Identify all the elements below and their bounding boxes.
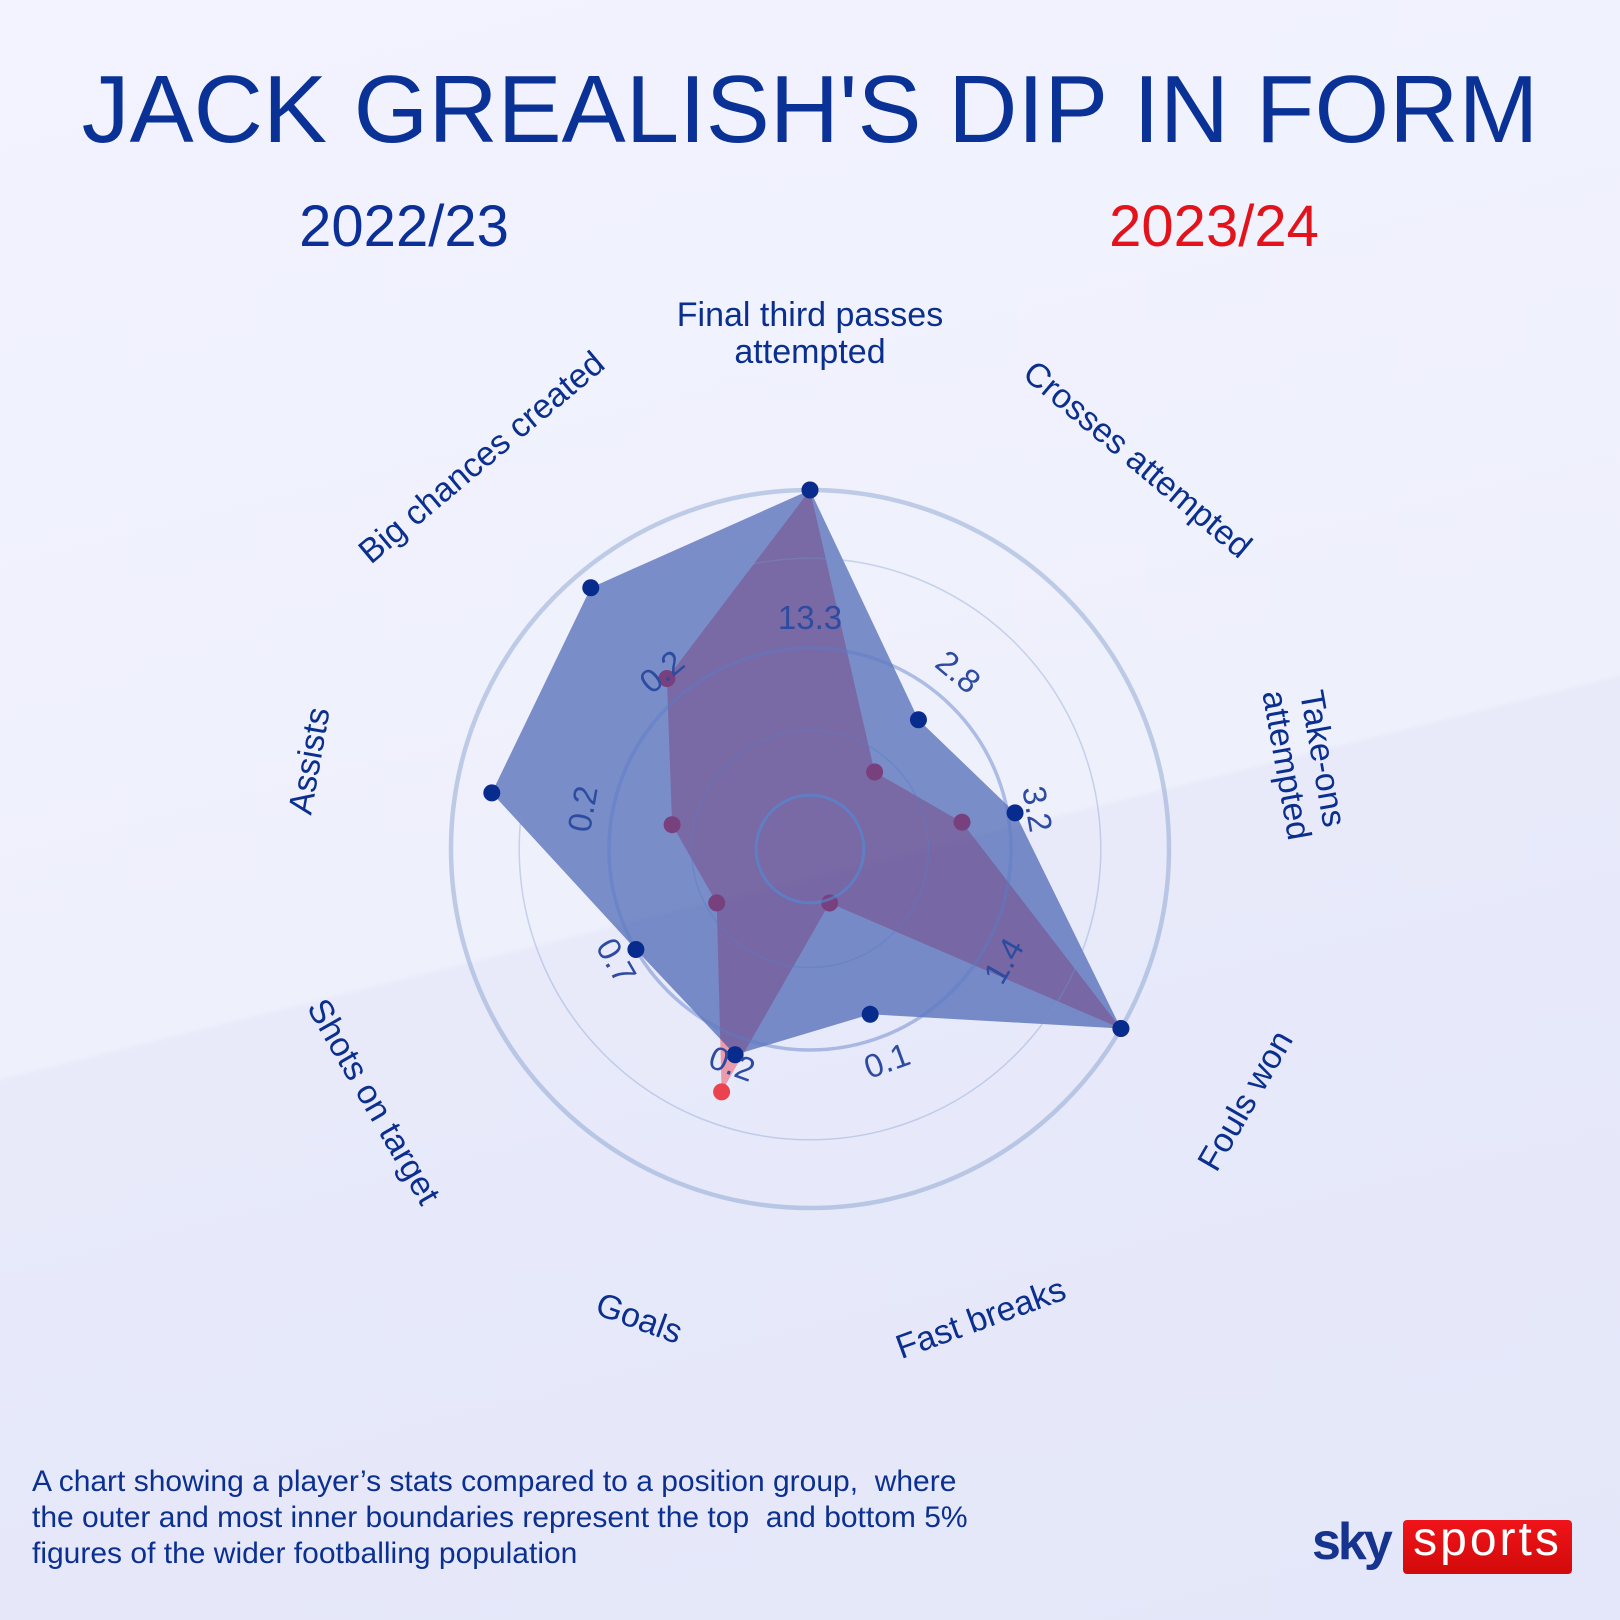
- grid-ring: [518, 557, 1102, 1141]
- series-2022-23-point: [909, 711, 927, 729]
- logo-sky-wordmark: sky: [1312, 1513, 1393, 1571]
- chart-title: JACK GREALISH'S DIP IN FORM: [81, 56, 1539, 163]
- axis-value-final-third-passes: 13.3: [777, 599, 843, 636]
- series-2022-23-area: [491, 490, 1121, 1055]
- axis-value-assists: 0.2: [559, 782, 605, 835]
- series-2022-23-point: [582, 579, 600, 597]
- grid-ring: [754, 793, 866, 905]
- series-2022-23-point: [801, 481, 819, 499]
- series-2022-23-point: [627, 941, 645, 959]
- series-2023-24-point: [713, 1083, 731, 1101]
- grid-ring: [607, 646, 1013, 1052]
- axis-value-take-ons-attempted: 3.2: [1015, 782, 1061, 835]
- grid-ring: [690, 729, 930, 969]
- series-2022-23-point: [483, 784, 501, 802]
- legend-season-2023-24: 2023/24: [1109, 194, 1319, 259]
- sky-sports-logo: sky sports: [1312, 1516, 1574, 1576]
- logo-sports-wordmark: sports: [1413, 1520, 1562, 1566]
- legend-season-2022-23: 2022/23: [299, 194, 509, 259]
- series-2022-23-point: [726, 1046, 744, 1064]
- axis-label-final-third-passes: Final third passes attempted: [676, 296, 944, 371]
- series-2022-23-point: [1006, 804, 1024, 822]
- series-2022-23-point: [1112, 1020, 1130, 1037]
- logo-sports-badge: sports: [1403, 1520, 1572, 1574]
- series-2022-23-point: [861, 1005, 879, 1023]
- chart-footnote: A chart showing a player’s stats compare…: [32, 1465, 968, 1570]
